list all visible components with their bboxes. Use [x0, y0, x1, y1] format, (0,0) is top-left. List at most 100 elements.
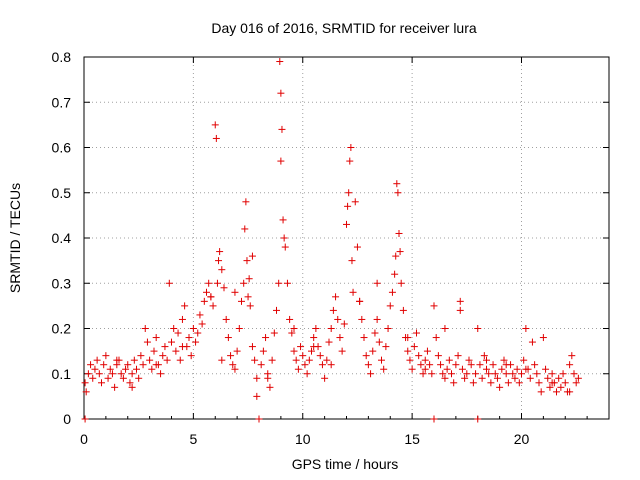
data-point — [229, 361, 237, 369]
data-point — [421, 365, 429, 373]
data-point — [111, 383, 119, 391]
data-point — [448, 370, 455, 378]
data-point — [498, 365, 506, 373]
data-point — [443, 365, 451, 373]
data-point — [465, 356, 473, 364]
data-point — [566, 388, 574, 396]
data-point — [106, 365, 114, 373]
data-point — [205, 279, 213, 287]
data-point — [325, 338, 333, 346]
data-point — [209, 302, 217, 310]
data-point — [561, 379, 569, 387]
x-tick-label: 5 — [189, 431, 197, 447]
data-point — [476, 361, 484, 369]
y-tick-label: 0.2 — [52, 321, 72, 337]
data-point — [231, 365, 239, 373]
data-point — [528, 338, 536, 346]
data-point — [189, 325, 197, 332]
data-point — [241, 225, 249, 233]
data-point — [502, 361, 510, 369]
data-point — [419, 370, 427, 378]
data-point — [233, 347, 241, 355]
data-point — [245, 275, 253, 283]
data-point — [262, 334, 270, 342]
data-point — [515, 379, 523, 387]
data-point — [548, 370, 556, 378]
data-point — [297, 343, 305, 351]
data-point — [518, 370, 525, 378]
data-point — [253, 374, 261, 382]
data-point — [187, 352, 195, 360]
data-point — [413, 329, 420, 337]
data-point — [98, 379, 105, 387]
y-tick-label: 0.5 — [52, 185, 72, 201]
data-point — [264, 374, 272, 382]
data-point — [531, 361, 539, 369]
data-point — [273, 306, 280, 314]
data-point — [478, 374, 486, 382]
data-point — [535, 379, 543, 387]
data-point — [128, 370, 136, 378]
data-point — [192, 338, 200, 346]
data-point — [305, 356, 313, 364]
data-point — [246, 302, 254, 310]
y-tick-label: 0 — [63, 411, 71, 427]
data-point — [146, 356, 154, 364]
data-point — [469, 379, 477, 387]
data-point — [301, 361, 309, 369]
data-point — [553, 388, 560, 396]
data-point — [277, 157, 285, 165]
data-point — [332, 293, 340, 301]
data-point — [248, 252, 256, 260]
data-point — [196, 311, 204, 319]
data-point — [522, 365, 530, 373]
data-point — [353, 243, 361, 251]
data-point — [432, 334, 440, 342]
data-point — [165, 279, 173, 287]
data-point — [227, 352, 235, 360]
data-point — [441, 374, 449, 382]
data-point — [279, 216, 287, 224]
data-point — [483, 356, 490, 364]
data-point — [318, 361, 326, 369]
data-point — [382, 343, 390, 351]
data-point — [410, 343, 418, 351]
data-point — [280, 234, 288, 242]
data-point — [84, 370, 92, 378]
data-point — [172, 347, 180, 355]
data-point — [82, 388, 90, 396]
data-point — [290, 325, 298, 332]
data-point — [480, 352, 488, 360]
data-point — [139, 361, 147, 369]
data-point — [474, 415, 482, 423]
data-point — [344, 202, 352, 210]
y-tick-label: 0.3 — [52, 275, 72, 291]
data-point — [157, 370, 165, 378]
data-point — [278, 125, 286, 133]
data-point — [95, 370, 103, 378]
data-point — [373, 315, 381, 323]
data-point — [336, 334, 344, 342]
data-point — [81, 415, 89, 423]
data-point — [491, 370, 499, 378]
data-point — [251, 356, 259, 364]
data-point — [509, 370, 517, 378]
data-point — [240, 279, 248, 287]
data-point — [489, 361, 497, 369]
data-point — [259, 347, 267, 355]
data-point — [93, 356, 101, 364]
data-point — [384, 325, 392, 332]
data-point — [266, 383, 274, 391]
data-point — [441, 325, 449, 332]
data-point — [235, 325, 243, 332]
data-point — [404, 334, 412, 342]
data-point — [281, 243, 289, 251]
data-point — [463, 370, 471, 378]
x-tick-label: 10 — [295, 431, 311, 447]
data-point — [130, 356, 138, 364]
data-point — [198, 320, 206, 328]
data-point — [430, 415, 438, 423]
data-point — [170, 325, 178, 332]
data-point — [474, 325, 482, 332]
axis-ticks: 0 0.1 0.2 0.3 0.4 0.5 0.6 0.7 0.8 0 5 10 15 20 — [52, 49, 610, 447]
